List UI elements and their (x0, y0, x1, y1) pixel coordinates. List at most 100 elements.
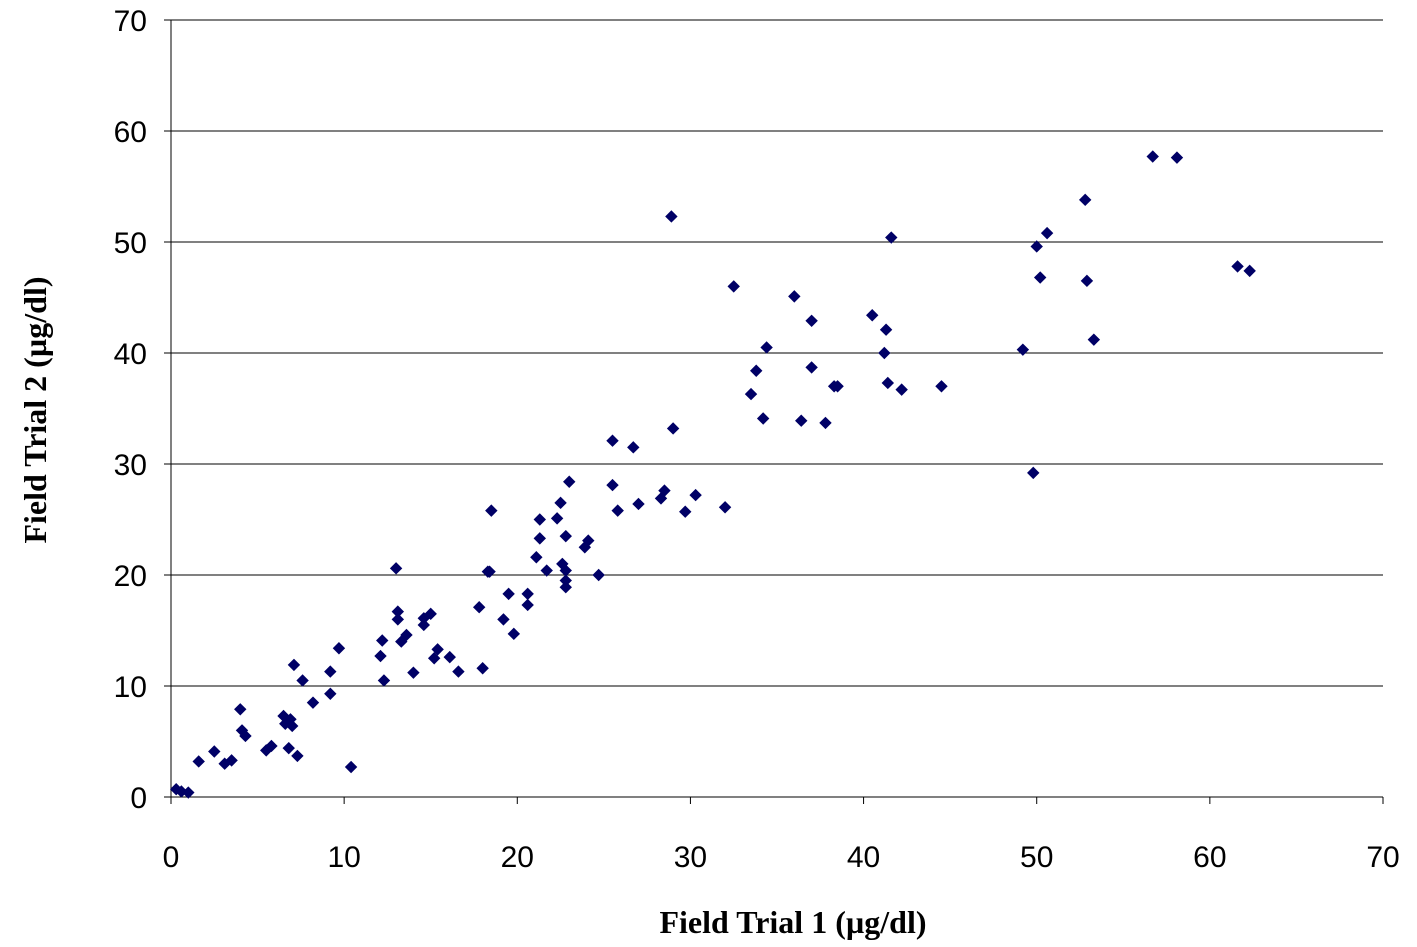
data-point-9 (239, 729, 252, 743)
data-point-92 (879, 323, 893, 336)
data-point-101 (1040, 226, 1054, 240)
x-tick-label-0: 0 (163, 841, 180, 874)
data-point-62 (563, 475, 576, 488)
data-point-86 (805, 361, 818, 374)
data-point-75 (679, 505, 692, 518)
data-point-81 (756, 412, 770, 425)
data-point-68 (611, 504, 624, 517)
data-point-58 (559, 529, 572, 543)
y-tick-label-60: 60 (114, 116, 147, 149)
x-axis-title: Field Trial 1 (µg/dl) (659, 904, 926, 940)
data-point-80 (750, 364, 763, 377)
data-point-20 (306, 696, 320, 709)
data-point-55 (550, 512, 564, 525)
y-tick-label-30: 30 (114, 449, 147, 482)
data-point-27 (377, 674, 391, 687)
y-tick-label-40: 40 (114, 338, 147, 371)
data-point-3 (192, 755, 205, 768)
data-point-77 (718, 501, 732, 514)
data-point-106 (1170, 151, 1184, 164)
data-point-17 (287, 658, 301, 672)
gridlines (171, 19, 1383, 687)
data-point-28 (389, 562, 403, 575)
data-point-33 (407, 666, 420, 679)
axes (164, 19, 1384, 804)
data-point-35 (417, 618, 430, 632)
data-point-40 (452, 665, 465, 678)
y-tick-label-10: 10 (114, 671, 147, 704)
data-point-2 (182, 786, 195, 799)
data-point-6 (225, 754, 238, 767)
data-point-90 (866, 309, 879, 322)
data-point-44 (483, 565, 496, 578)
y-axis-tick-labels: 0 10 20 30 40 50 60 70 (114, 5, 147, 815)
x-tick-label-70: 70 (1366, 841, 1399, 874)
data-point-42 (476, 662, 489, 675)
data-point-72 (658, 484, 671, 497)
data-point-83 (788, 290, 801, 303)
data-point-91 (878, 346, 891, 360)
data-point-107 (1231, 260, 1244, 273)
y-tick-label-50: 50 (114, 227, 147, 260)
data-point-51 (530, 551, 543, 564)
data-point-87 (819, 416, 832, 430)
data-point-11 (265, 739, 278, 753)
data-point-56 (554, 496, 567, 510)
y-tick-label-20: 20 (114, 560, 147, 593)
data-point-79 (744, 387, 758, 401)
data-point-94 (885, 231, 898, 244)
data-point-96 (935, 380, 948, 393)
data-point-19 (296, 674, 309, 687)
data-point-48 (507, 627, 521, 641)
data-point-108 (1243, 264, 1256, 278)
data-point-31 (395, 635, 408, 648)
data-point-95 (895, 383, 908, 396)
data-point-98 (1027, 466, 1040, 480)
data-point-70 (632, 497, 645, 511)
x-axis-tick-labels: 0 10 20 30 40 50 60 70 (163, 841, 1400, 874)
data-point-93 (881, 376, 895, 390)
data-points (169, 150, 1256, 799)
x-tick-label-60: 60 (1193, 841, 1226, 874)
data-point-85 (805, 314, 818, 328)
data-point-74 (666, 422, 680, 435)
x-tick-label-50: 50 (1020, 841, 1053, 874)
data-point-76 (689, 488, 702, 502)
data-point-66 (606, 434, 619, 447)
data-point-99 (1030, 240, 1043, 253)
data-point-41 (472, 600, 486, 614)
data-point-61 (559, 581, 572, 594)
data-point-102 (1078, 193, 1092, 207)
data-point-84 (795, 414, 808, 427)
data-point-32 (400, 628, 413, 642)
data-point-49 (521, 587, 534, 601)
data-point-78 (727, 280, 740, 293)
data-point-69 (627, 441, 640, 454)
data-point-26 (374, 649, 387, 663)
x-tick-label-10: 10 (327, 841, 360, 874)
data-point-82 (760, 341, 773, 354)
data-point-21 (324, 665, 337, 678)
data-point-14 (282, 741, 295, 755)
data-point-7 (234, 703, 247, 716)
y-axis-title: Field Trial 2 (µg/dl) (17, 276, 53, 543)
x-tick-label-30: 30 (674, 841, 707, 874)
data-point-36 (424, 607, 437, 621)
x-tick-label-40: 40 (847, 841, 880, 874)
y-tick-label-0: 0 (130, 782, 147, 815)
data-point-65 (592, 568, 605, 582)
data-point-25 (376, 634, 389, 647)
data-point-50 (521, 598, 534, 612)
x-tick-label-20: 20 (501, 841, 534, 874)
data-point-45 (485, 504, 498, 517)
data-point-39 (443, 650, 456, 664)
data-point-103 (1080, 274, 1094, 288)
y-tick-label-70: 70 (114, 5, 147, 38)
data-point-67 (606, 478, 619, 492)
data-point-4 (208, 745, 221, 758)
data-point-89 (831, 380, 844, 393)
data-point-24 (344, 760, 358, 774)
data-point-18 (291, 749, 304, 763)
data-point-100 (1033, 271, 1047, 284)
